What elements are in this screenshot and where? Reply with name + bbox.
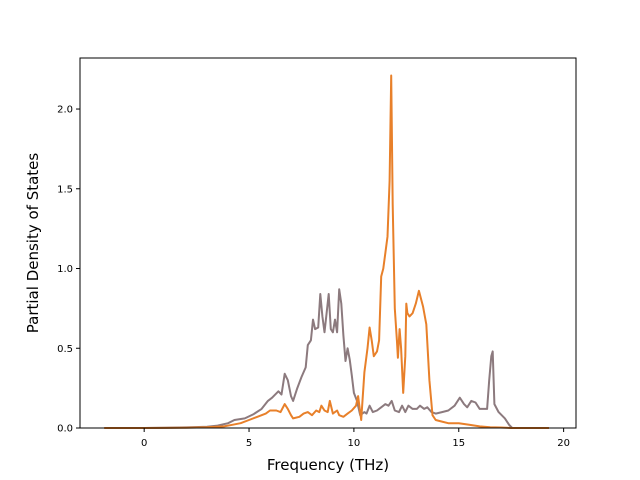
x-tick-label: 20: [557, 438, 570, 449]
x-tick-label: 5: [246, 438, 252, 449]
plot-frame: [79, 57, 577, 429]
x-axis-label: Frequency (THz): [267, 456, 389, 474]
x-tick-label: 10: [348, 438, 361, 449]
x-axis-ticks: 0 5 10 15 20: [141, 428, 570, 449]
y-tick-label: 1.0: [57, 264, 73, 275]
y-tick-label: 1.5: [57, 184, 73, 195]
series-line-2: [104, 74, 549, 429]
y-tick-label: 0.0: [57, 424, 73, 435]
y-axis-ticks: 0.0 0.5 1.0 1.5 2.0: [57, 105, 80, 435]
y-axis-label: Partial Density of States: [24, 153, 42, 334]
y-tick-label: 0.5: [57, 344, 73, 355]
x-tick-label: 0: [141, 438, 147, 449]
y-tick-label: 2.0: [57, 105, 73, 116]
x-tick-label: 15: [452, 438, 465, 449]
series-lines: [104, 74, 549, 429]
series-line-1: [104, 288, 549, 429]
